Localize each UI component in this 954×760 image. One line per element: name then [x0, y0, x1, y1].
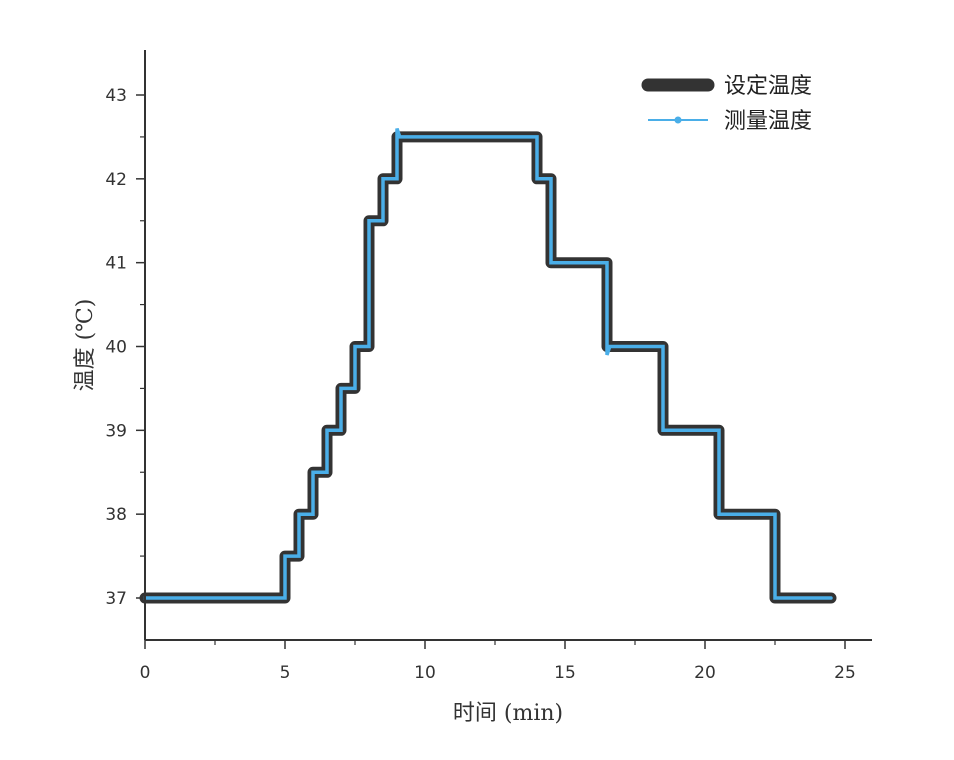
legend: 设定温度 测量温度 [641, 74, 812, 134]
y-tick-label: 39 [105, 421, 127, 441]
ticks: 0 5 10 15 20 25 37 38 39 40 41 42 43 [105, 86, 855, 683]
y-tick-label: 37 [105, 589, 127, 609]
y-axis-title: 温度 (℃) [73, 299, 98, 392]
y-tick-label: 43 [105, 86, 127, 106]
axes [144, 50, 872, 641]
x-tick-label: 5 [280, 663, 291, 683]
legend-marker-measured-temp [674, 116, 682, 124]
y-tick-label: 38 [105, 505, 127, 525]
plot-area [139, 127, 837, 604]
series-line-measured-temp [143, 127, 833, 600]
x-tick-label: 0 [140, 663, 151, 683]
series-line-set-temp [139, 131, 837, 604]
x-tick-label: 15 [554, 663, 576, 683]
legend-label-measured-temp: 测量温度 [724, 109, 812, 134]
legend-label-set-temp: 设定温度 [724, 74, 812, 99]
y-tick-label: 42 [105, 170, 127, 190]
y-tick-label: 40 [105, 338, 127, 358]
y-tick-label: 41 [105, 254, 127, 274]
x-tick-label: 10 [414, 663, 436, 683]
x-tick-label: 20 [694, 663, 716, 683]
x-tick-label: 25 [834, 663, 856, 683]
x-axis-title: 时间 (min) [453, 701, 563, 726]
